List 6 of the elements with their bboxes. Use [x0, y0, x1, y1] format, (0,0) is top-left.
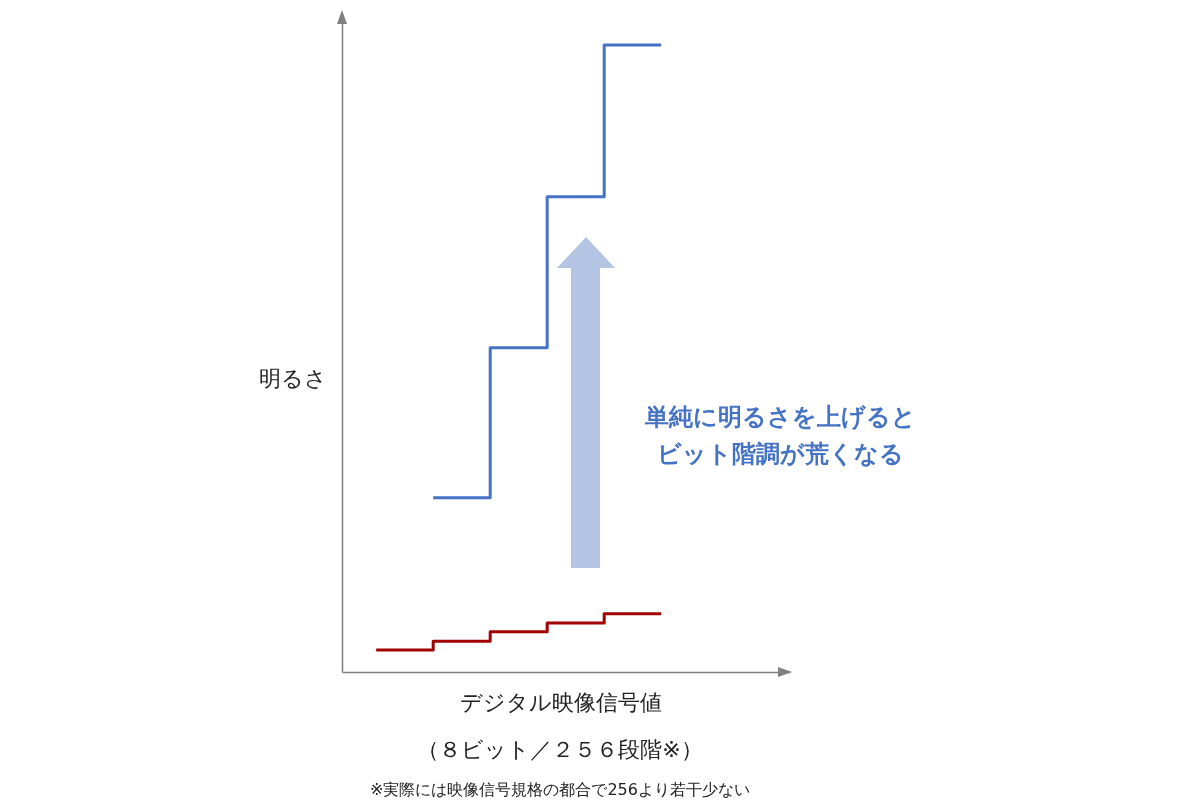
- text: ※実際には映像信号規格の都合で256より若干少ない: [370, 780, 750, 799]
- text: （８ビット／２５６段階※）: [417, 737, 703, 762]
- x-axis-title: デジタル映像信号値: [459, 689, 662, 715]
- annotation: ビット階調が荒くなる: [656, 440, 904, 468]
- annotation: 単純に明るさを上げると: [643, 403, 916, 431]
- y-axis-title: 明るさ: [258, 365, 327, 391]
